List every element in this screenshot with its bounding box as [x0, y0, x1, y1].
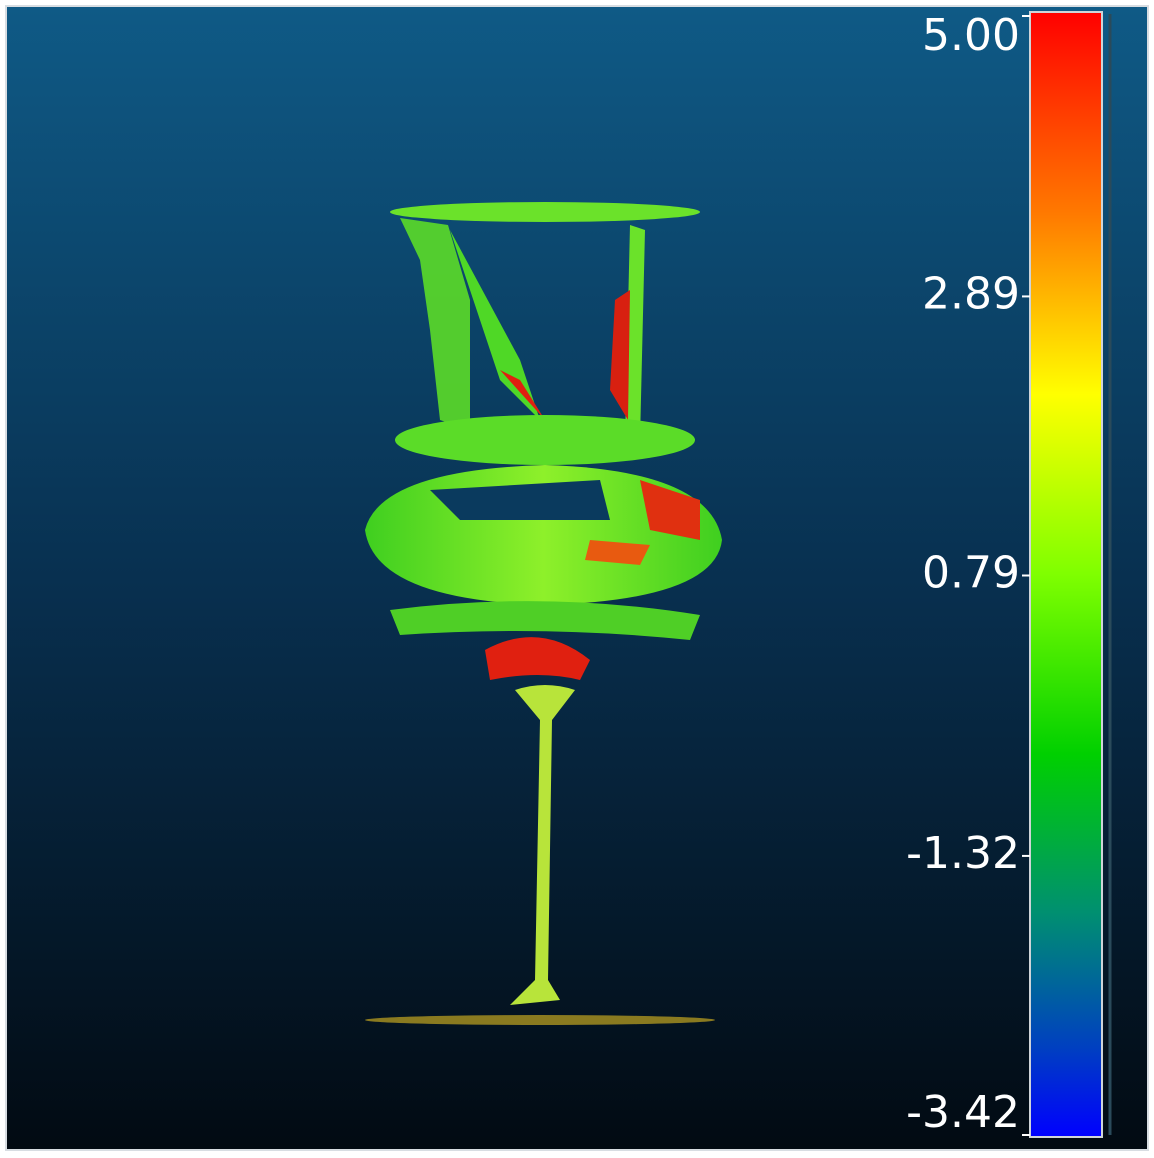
tick-label: -1.32: [906, 828, 1020, 879]
color-scale-ticks: 5.00 2.89 0.79 -1.32 -3.42: [906, 10, 1030, 1138]
tick-label: -3.42: [906, 1087, 1020, 1138]
goblet-model: [365, 202, 722, 1025]
tick-label: 2.89: [922, 268, 1020, 319]
tick-label: 0.79: [922, 548, 1020, 599]
tick-label: 5.00: [922, 10, 1020, 61]
color-scale-bar: [1029, 11, 1103, 1138]
